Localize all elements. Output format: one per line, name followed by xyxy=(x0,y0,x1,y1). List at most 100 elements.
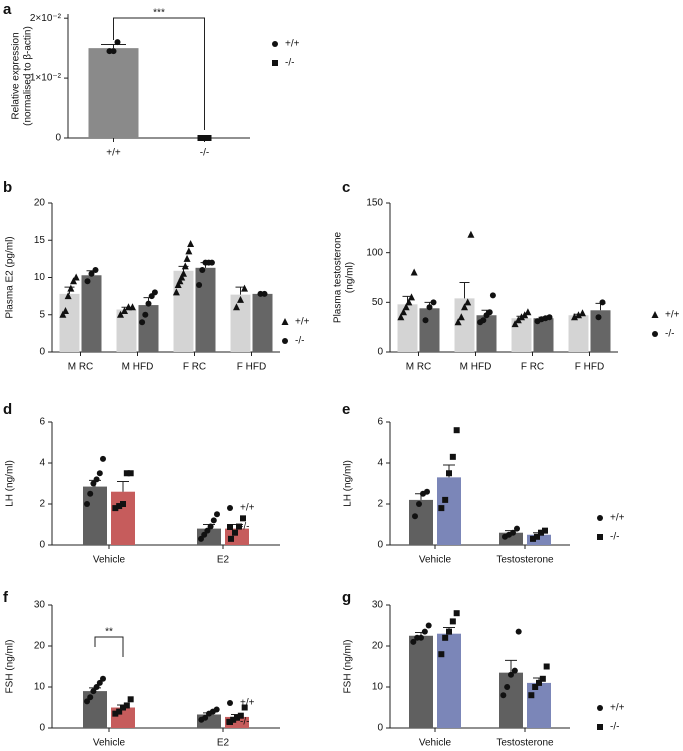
y-axis-label: (ng/ml) xyxy=(345,262,356,293)
bar xyxy=(527,682,551,728)
legend-label: -/- xyxy=(610,722,619,733)
x-tick-label: +/+ xyxy=(106,148,121,159)
data-point xyxy=(87,490,94,497)
data-point xyxy=(172,288,180,296)
x-tick-label: M HFD xyxy=(460,362,492,373)
legend-marker xyxy=(227,700,233,706)
data-point xyxy=(410,268,418,276)
data-point xyxy=(139,319,146,326)
data-point xyxy=(199,267,206,274)
y-tick-label: 0 xyxy=(39,723,45,734)
y-tick-label: 6 xyxy=(39,417,45,428)
legend-label: +/+ xyxy=(610,703,625,714)
data-point xyxy=(489,292,496,299)
bar xyxy=(81,275,102,352)
data-point xyxy=(446,470,452,477)
data-point xyxy=(84,698,90,705)
legend-marker xyxy=(227,524,233,530)
data-point xyxy=(93,476,100,483)
data-point xyxy=(181,262,189,270)
data-point xyxy=(123,470,130,477)
data-point xyxy=(117,310,124,318)
data-point xyxy=(114,39,121,46)
data-point xyxy=(202,714,209,721)
data-point xyxy=(486,309,493,316)
data-point xyxy=(70,277,77,285)
data-point xyxy=(240,515,246,522)
data-point xyxy=(96,679,103,686)
bar xyxy=(83,486,107,545)
data-point xyxy=(532,684,539,690)
data-point xyxy=(542,527,548,534)
bar xyxy=(173,270,194,352)
y-tick-label: 150 xyxy=(366,198,383,209)
bar xyxy=(116,309,137,352)
legend-label: -/- xyxy=(665,329,674,340)
legend-label: +/+ xyxy=(285,39,300,50)
data-point xyxy=(575,311,582,319)
panel-letter: f xyxy=(3,589,9,606)
data-point xyxy=(92,267,99,274)
bar xyxy=(437,477,461,545)
x-tick-label: E2 xyxy=(217,555,230,566)
data-point xyxy=(412,513,418,520)
data-point xyxy=(207,523,214,530)
data-point xyxy=(514,525,520,532)
data-point xyxy=(237,295,244,303)
data-point xyxy=(241,284,248,292)
data-point xyxy=(236,523,242,530)
bar xyxy=(83,691,107,728)
data-point xyxy=(90,688,97,695)
data-point xyxy=(234,714,240,721)
data-point xyxy=(454,318,462,326)
y-tick-label: 10 xyxy=(34,272,46,283)
data-point xyxy=(595,314,602,321)
data-point xyxy=(438,505,445,512)
y-tick-label: 4 xyxy=(377,458,383,469)
data-point xyxy=(457,313,465,321)
legend-marker xyxy=(597,534,603,540)
data-point xyxy=(425,622,432,629)
data-point xyxy=(116,708,123,715)
data-point xyxy=(59,310,67,318)
data-point xyxy=(539,675,546,682)
data-point xyxy=(116,503,123,510)
legend-label: -/- xyxy=(240,522,249,533)
y-tick-label: 2 xyxy=(377,499,383,510)
data-point xyxy=(426,304,433,311)
data-point xyxy=(87,694,94,701)
data-point xyxy=(518,313,525,321)
data-point xyxy=(237,712,244,719)
y-tick-label: 20 xyxy=(372,641,384,652)
data-point xyxy=(538,529,544,536)
data-point xyxy=(88,270,95,277)
data-point xyxy=(110,48,117,55)
bar xyxy=(252,293,273,352)
data-point xyxy=(112,710,119,717)
legend-marker xyxy=(227,505,233,511)
data-point xyxy=(405,298,413,306)
y-axis-label: Plasma testosterone xyxy=(333,231,344,323)
legend-label: +/+ xyxy=(240,503,255,514)
significance-label: *** xyxy=(153,8,165,19)
data-point xyxy=(142,311,149,318)
data-point xyxy=(410,638,417,645)
y-tick-label: 10 xyxy=(372,682,384,693)
y-tick-label: 2 xyxy=(39,499,45,510)
data-point xyxy=(123,702,130,709)
data-point xyxy=(228,535,234,542)
bar xyxy=(590,310,611,352)
data-point xyxy=(536,679,542,686)
y-tick-label: 1×10⁻² xyxy=(30,73,62,84)
data-point xyxy=(62,307,69,315)
data-point xyxy=(530,535,536,542)
bar xyxy=(59,293,80,352)
data-point xyxy=(112,505,119,512)
significance-bracket xyxy=(113,17,205,130)
significance-bracket xyxy=(94,636,124,657)
y-axis-label: Plasma E2 (pg/ml) xyxy=(5,236,16,318)
data-point xyxy=(534,533,540,540)
legend-label: +/+ xyxy=(295,317,310,328)
data-point xyxy=(213,706,220,713)
y-tick-label: 0 xyxy=(39,540,45,551)
